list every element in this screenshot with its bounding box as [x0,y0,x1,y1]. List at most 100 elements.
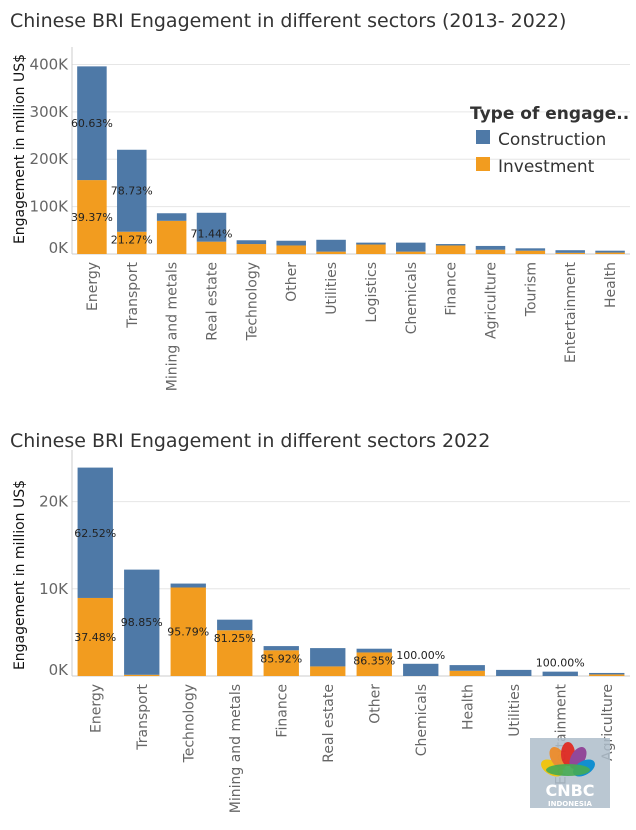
data-label: 81.25% [214,632,256,645]
data-label: 39.37% [71,211,113,224]
bar-construction [77,66,107,181]
data-label: 86.35% [353,654,395,667]
x-tick-label: Tourism [523,262,539,317]
x-tick-label: Health [460,684,476,730]
bar-investment [595,252,625,254]
data-label: 85.92% [260,652,302,665]
legend-swatch-investment [476,157,490,171]
y-tick-label: 20K [39,493,69,511]
bar-construction [542,671,578,676]
x-tick-label: Other [367,684,383,724]
x-tick-label: Entertainment [563,261,579,363]
data-label: 98.85% [121,616,163,629]
bar-investment [435,245,466,254]
data-label: 71.44% [191,228,233,241]
bar-investment [356,652,392,676]
bar-construction [117,149,147,232]
x-tick-label: Chemicals [414,684,430,756]
x-tick-label: Energy [85,262,101,311]
chart-all-years: Chinese BRI Engagement in different sect… [10,10,630,391]
bar-construction [589,672,625,675]
bar-investment [316,251,346,254]
bar-investment [589,674,625,676]
bar-investment [196,241,227,254]
x-tick-label: Technology [244,262,260,341]
data-label: 62.52% [74,527,116,540]
x-tick-label: Technology [181,684,197,763]
watermark-sub: INDONESIA [548,800,593,808]
x-tick-label: Agriculture [484,262,500,339]
y-tick-label: 10K [39,580,69,598]
cnbc-indonesia-logo: CNBC INDONESIA [530,738,610,808]
chart-title: Chinese BRI Engagement in different sect… [10,430,490,452]
bar-construction [276,240,306,246]
x-tick-label: Real estate [321,684,337,763]
x-tick-label: Transport [125,261,141,328]
data-label: 95.79% [167,626,209,639]
bar-construction [217,619,253,631]
x-tick-label: Transport [135,683,151,750]
data-label: 100.00% [396,649,445,662]
bar-construction [475,245,506,250]
x-tick-label: Chemicals [404,262,420,334]
bar-investment [396,251,426,254]
y-tick-label: 300K [30,103,70,121]
data-label: 21.27% [111,234,153,247]
bar-construction [124,569,160,675]
chart-title: Chinese BRI Engagement in different sect… [10,10,566,32]
y-tick-label: 0K [49,661,70,679]
bar-investment [117,231,147,254]
bar-investment [449,670,485,676]
x-tick-label: Utilities [324,262,340,315]
data-label: 100.00% [536,657,585,670]
data-label: 37.48% [74,631,116,644]
y-tick-label: 100K [30,198,70,216]
bar-investment [310,666,346,676]
bar-construction [435,244,466,246]
legend: Type of engage.. Construction Investment [470,104,629,177]
bar-investment [263,650,299,676]
bar-construction [356,648,392,653]
bar-construction [515,248,546,251]
bar-investment [170,587,206,676]
x-tick-label: Utilities [507,684,523,737]
bar-construction [77,467,113,598]
watermark-brand: CNBC [545,781,594,800]
legend-swatch-construction [476,130,490,144]
bar-investment [236,244,267,254]
bar-construction [316,239,346,252]
y-tick-label: 0K [49,239,70,257]
bar-investment [555,252,585,254]
x-tick-label: Logistics [364,262,380,323]
bar-construction [356,242,386,245]
bar-construction [170,583,206,588]
x-tick-label: Real estate [205,262,221,341]
bar-construction [196,212,227,242]
bar-construction [496,669,532,676]
bar-construction [156,213,187,221]
bar-construction [236,240,267,245]
y-axis-label: Engagement in million US$ [12,480,28,670]
x-tick-label: Health [603,262,619,308]
data-label: 78.73% [111,185,153,198]
legend-label-construction: Construction [498,130,606,150]
bar-investment [276,245,306,254]
bar-construction [449,665,485,671]
x-tick-label: Finance [444,262,460,316]
bar-construction [310,648,346,667]
y-tick-label: 400K [30,55,70,73]
legend-title: Type of engage.. [470,104,629,124]
bar-construction [403,663,439,676]
x-tick-label: Mining and metals [165,262,181,391]
x-tick-label: Finance [274,684,290,738]
x-tick-label: Mining and metals [228,684,244,813]
x-tick-label: Other [284,262,300,302]
legend-label-investment: Investment [498,157,595,177]
bar-investment [156,220,187,254]
bar-construction [555,250,585,253]
bar-investment [124,674,160,676]
y-axis-label: Engagement in million US$ [12,54,28,244]
chart-2022: Chinese BRI Engagement in different sect… [10,430,630,813]
bar-investment [77,597,113,676]
